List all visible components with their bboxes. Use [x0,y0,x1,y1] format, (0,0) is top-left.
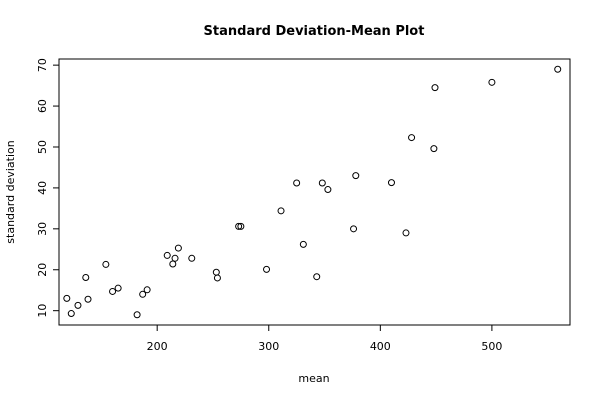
data-point [171,254,179,262]
data-point [102,260,110,268]
data-point [67,310,75,318]
y-tick-label: 20 [36,263,49,277]
y-tick-label: 10 [36,304,49,318]
y-tick-label: 30 [36,222,49,236]
data-point [352,172,360,180]
data-point [263,265,271,273]
y-axis: 10 20 30 40 50 60 70 [36,58,59,318]
data-point [488,78,496,86]
data-point [82,274,90,282]
data-point [63,294,71,302]
data-point [318,179,326,187]
chart-title: Standard Deviation-Mean Plot [204,24,425,39]
data-point [277,207,285,215]
data-point [188,254,196,262]
y-tick-label: 50 [36,140,49,154]
data-point [163,251,171,259]
data-point [293,179,301,187]
data-point [143,286,151,294]
data-point [402,229,410,237]
x-axis-label: mean [298,372,329,385]
data-point [133,311,141,319]
data-point [408,134,416,142]
y-tick-label: 70 [36,58,49,72]
y-axis-label: standard deviation [4,140,17,243]
y-tick-label: 40 [36,181,49,195]
x-tick-label: 200 [147,340,168,353]
data-point [212,268,220,276]
data-point [74,301,82,309]
data-point [139,290,147,298]
data-point [430,145,438,153]
x-tick-label: 400 [370,340,391,353]
data-point [554,65,562,73]
plot-frame [58,58,571,326]
data-point [169,260,177,268]
data-point [109,287,117,295]
data-point [350,225,358,233]
data-points [63,65,562,319]
data-point [213,274,221,282]
data-point [174,244,182,252]
y-tick-label: 60 [36,99,49,113]
data-point [299,240,307,248]
data-point [313,273,321,281]
data-point [324,186,332,194]
x-tick-label: 500 [481,340,502,353]
data-point [431,84,439,92]
x-tick-label: 300 [258,340,279,353]
data-point [235,222,243,230]
data-point [387,179,395,187]
data-point [114,284,122,292]
data-point [84,295,92,303]
x-axis: 200 300 400 500 [147,325,502,353]
data-point [237,222,245,230]
